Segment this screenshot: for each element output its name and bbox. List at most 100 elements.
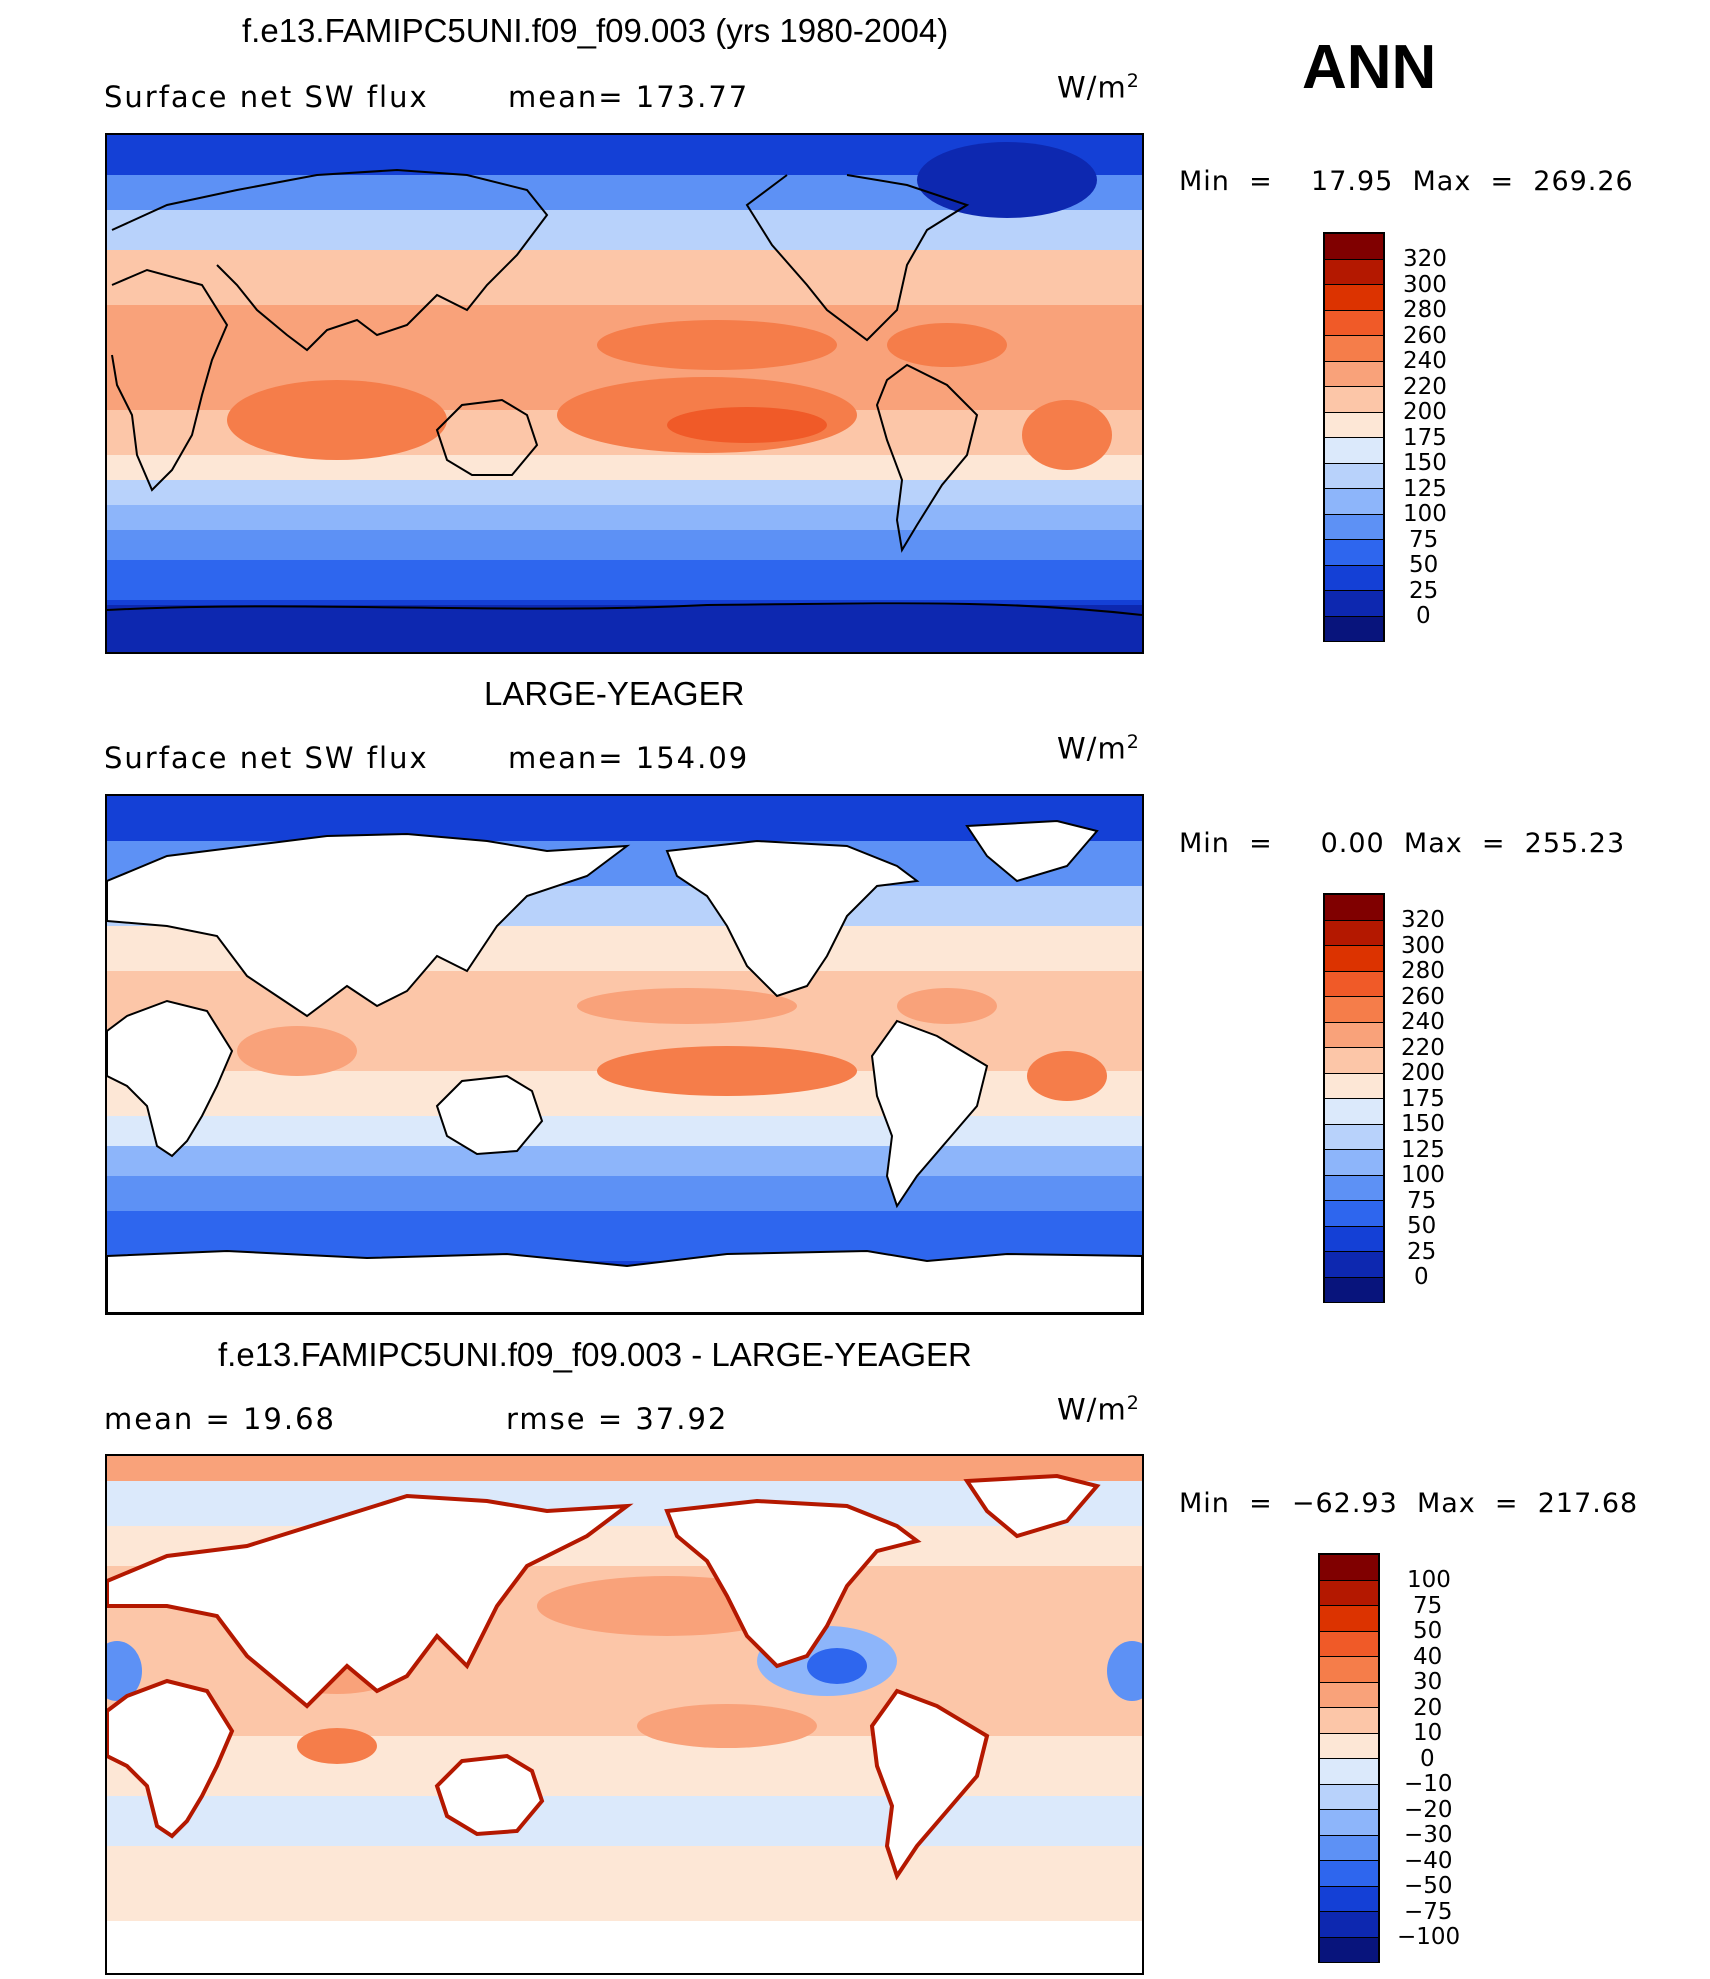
p2-cbar-box-12 [1325, 1175, 1383, 1201]
p2-cbar-box-9 [1325, 1099, 1383, 1125]
p1-band-s3 [107, 530, 1142, 560]
p1-cbar-box-15 [1325, 591, 1383, 617]
p1-cbar-label-12: 75 [1409, 527, 1439, 553]
p3-band-s4 [107, 1921, 1142, 1973]
p3-cbar-label-1: 100 [1407, 1567, 1451, 1593]
p2-land-greenland [965, 819, 1099, 883]
panel2-variable-label: Surface net SW flux [104, 741, 429, 775]
p3-max-pacific-s [637, 1704, 817, 1748]
p3-cbar-box-3 [1320, 1606, 1378, 1632]
panel2-title: LARGE-YEAGER [484, 675, 745, 712]
p3-cbar-box-13 [1320, 1861, 1378, 1887]
p2-cbar-box-6 [1325, 1022, 1383, 1048]
panel2-mean-label: mean= 154.09 [508, 741, 750, 775]
p1-coast-eurasia [111, 168, 549, 352]
p3-cbar-label-10: −20 [1404, 1797, 1453, 1823]
p1-cbar-box-7 [1325, 387, 1383, 413]
panel3-minmax: Min = −62.93 Max = 217.68 [1179, 1488, 1639, 1519]
p1-cbar-box-10 [1325, 463, 1383, 489]
p2-band-s1 [107, 1116, 1142, 1146]
p2-cbar-label-1: 320 [1401, 907, 1445, 933]
p1-coast-namerica [745, 174, 970, 342]
p3-neg-namibia-w [107, 1641, 142, 1701]
p3-cbar-label-15: −100 [1397, 1924, 1461, 1950]
p3-neg-namibia-e [1107, 1641, 1142, 1701]
panel2-minmax: Min = 0.00 Max = 255.23 [1179, 828, 1626, 859]
p2-land-eurasia [107, 832, 631, 1018]
p1-band-s4 [107, 560, 1142, 600]
p2-max-atlantic-n [897, 988, 997, 1024]
p1-cbar-box-1 [1325, 234, 1383, 260]
panel2-colorbar [1323, 893, 1385, 1303]
p1-cbar-box-2 [1325, 259, 1383, 285]
panel3-colorbar [1318, 1553, 1380, 1963]
p1-cbar-label-5: 240 [1403, 348, 1447, 374]
p1-band-midlat-s [107, 455, 1142, 480]
p3-cbar-box-12 [1320, 1835, 1378, 1861]
p3-land-namerica [664, 1498, 922, 1669]
p1-coast-antarctica [107, 602, 1142, 616]
p2-cbar-label-13: 50 [1407, 1213, 1437, 1239]
p3-cbar-box-5 [1320, 1657, 1378, 1683]
p2-cbar-box-14 [1325, 1226, 1383, 1252]
p2-cbar-box-11 [1325, 1150, 1383, 1176]
p1-cbar-label-2: 300 [1403, 272, 1447, 298]
p3-cbar-box-10 [1320, 1784, 1378, 1810]
p2-cbar-label-11: 100 [1401, 1162, 1445, 1188]
p2-cbar-box-13 [1325, 1201, 1383, 1227]
p3-band-polar-n [107, 1456, 1142, 1481]
p2-cbar-label-10: 125 [1401, 1137, 1445, 1163]
p3-cbar-box-9 [1320, 1759, 1378, 1785]
p2-cbar-box-7 [1325, 1048, 1383, 1074]
p3-cbar-label-9: −10 [1404, 1771, 1453, 1797]
p3-band-s3 [107, 1846, 1142, 1921]
p1-cbar-label-1: 320 [1403, 246, 1447, 272]
p1-cbar-box-9 [1325, 438, 1383, 464]
panel3-mean-label: mean = 19.68 [104, 1402, 336, 1436]
p3-cbar-box-7 [1320, 1708, 1378, 1734]
p1-cbar-label-6: 220 [1403, 374, 1447, 400]
p1-band-s2 [107, 505, 1142, 530]
p1-cbar-label-13: 50 [1409, 552, 1439, 578]
p2-cbar-label-4: 260 [1401, 984, 1445, 1010]
p2-cbar-label-15: 0 [1414, 1264, 1429, 1290]
p2-cbar-label-9: 150 [1401, 1111, 1445, 1137]
p1-cbar-box-13 [1325, 540, 1383, 566]
p2-max-pacific-n [577, 988, 797, 1024]
p1-cbar-box-8 [1325, 412, 1383, 438]
p1-coast-australia [435, 398, 539, 476]
p3-cbar-label-6: 20 [1413, 1695, 1443, 1721]
p3-band-s2 [107, 1796, 1142, 1846]
panel3-map [105, 1454, 1144, 1975]
p1-band-s1 [107, 480, 1142, 505]
p2-cbar-label-7: 200 [1401, 1060, 1445, 1086]
p1-max-indian [227, 380, 447, 460]
p2-cbar-box-15 [1325, 1252, 1383, 1278]
p2-cbar-label-5: 240 [1401, 1009, 1445, 1035]
panel1-map [105, 133, 1144, 654]
p2-land-australia [435, 1074, 544, 1156]
p3-land-africa [107, 1678, 235, 1839]
p2-band-s3 [107, 1176, 1142, 1211]
p3-cbar-label-13: −50 [1404, 1873, 1453, 1899]
p2-land-namerica [665, 839, 920, 998]
p2-land-africa [107, 999, 234, 1158]
p1-cbar-label-11: 100 [1403, 501, 1447, 527]
p3-cbar-box-6 [1320, 1682, 1378, 1708]
p1-antarctica [107, 605, 1142, 652]
p1-band-subtrop-n [107, 250, 1142, 305]
p1-cbar-box-6 [1325, 361, 1383, 387]
p2-cbar-label-3: 280 [1401, 958, 1445, 984]
panel1-colorbar [1323, 232, 1385, 642]
p2-cbar-box-4 [1325, 971, 1383, 997]
panel3-map-svg [107, 1456, 1142, 1973]
p3-cbar-box-1 [1320, 1555, 1378, 1581]
panel1-title: f.e13.FAMIPC5UNI.f09_f09.003 (yrs 1980-2… [242, 12, 949, 49]
p2-cbar-label-6: 220 [1401, 1035, 1445, 1061]
panel1-minmax: Min = 17.95 Max = 269.26 [1179, 166, 1634, 197]
p3-cbar-label-7: 10 [1413, 1720, 1443, 1746]
p2-cbar-box-5 [1325, 997, 1383, 1023]
p1-band-midlat-n [107, 210, 1142, 250]
p3-cbar-label-4: 40 [1413, 1644, 1443, 1670]
p1-cbar-box-16 [1325, 616, 1383, 641]
